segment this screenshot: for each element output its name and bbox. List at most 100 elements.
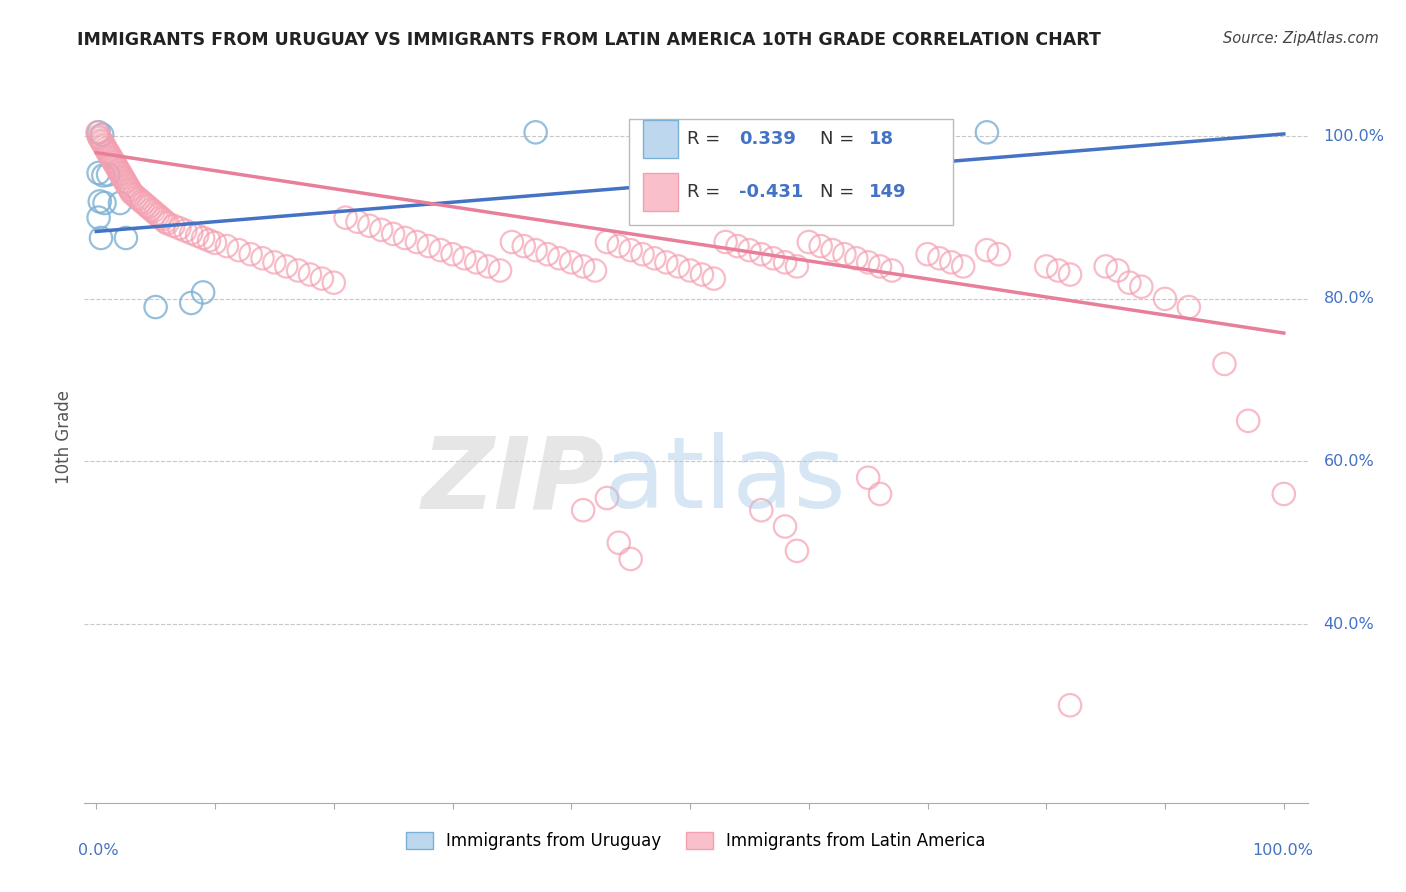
Point — [1107, 263, 1129, 277]
Point — [773, 519, 796, 533]
Point — [93, 137, 115, 152]
Point — [204, 235, 226, 250]
Point — [1154, 292, 1177, 306]
Point — [139, 202, 162, 217]
Point — [869, 260, 891, 274]
Point — [120, 184, 142, 198]
Point — [110, 168, 132, 182]
Point — [146, 208, 169, 222]
Text: -0.431: -0.431 — [738, 183, 803, 201]
Point — [138, 200, 160, 214]
Point — [115, 176, 138, 190]
Point — [583, 263, 606, 277]
Point — [607, 535, 630, 549]
Point — [359, 219, 381, 233]
Point — [856, 125, 879, 139]
Point — [322, 276, 344, 290]
Point — [125, 190, 148, 204]
Point — [115, 178, 138, 193]
Point — [107, 163, 129, 178]
Point — [122, 187, 145, 202]
Text: atlas: atlas — [605, 433, 846, 530]
Text: R =: R = — [688, 130, 727, 148]
Point — [152, 212, 174, 227]
Point — [620, 243, 643, 257]
Point — [880, 263, 903, 277]
Point — [287, 263, 309, 277]
Point — [100, 151, 122, 165]
Point — [560, 255, 582, 269]
Point — [91, 128, 114, 142]
Text: 100.0%: 100.0% — [1253, 843, 1313, 858]
Point — [87, 211, 110, 225]
Point — [489, 263, 512, 277]
Point — [263, 255, 285, 269]
Point — [97, 168, 120, 182]
Point — [191, 231, 214, 245]
Text: 100.0%: 100.0% — [1323, 128, 1385, 144]
Point — [738, 243, 761, 257]
Point — [1272, 487, 1295, 501]
Point — [97, 145, 120, 160]
Point — [153, 215, 176, 229]
Point — [976, 243, 998, 257]
Point — [572, 260, 595, 274]
Point — [786, 260, 808, 274]
Point — [91, 135, 114, 149]
Point — [108, 196, 131, 211]
Point — [115, 231, 138, 245]
Point — [149, 211, 172, 225]
Point — [679, 263, 702, 277]
Point — [87, 166, 110, 180]
Point — [513, 239, 536, 253]
Point — [114, 174, 136, 188]
Point — [548, 252, 571, 266]
Point — [703, 271, 725, 285]
Point — [298, 268, 321, 282]
Text: 0.0%: 0.0% — [79, 843, 120, 858]
Point — [228, 243, 250, 257]
Point — [1059, 268, 1081, 282]
Point — [145, 300, 167, 314]
Point — [394, 231, 416, 245]
Point — [107, 161, 129, 176]
Point — [90, 231, 112, 245]
Point — [311, 271, 333, 285]
Point — [108, 166, 131, 180]
Point — [128, 192, 150, 206]
Point — [856, 255, 879, 269]
Point — [131, 194, 153, 209]
Point — [98, 147, 121, 161]
Point — [856, 471, 879, 485]
Point — [941, 255, 963, 269]
FancyBboxPatch shape — [628, 119, 953, 225]
Point — [536, 247, 558, 261]
Point — [524, 243, 547, 257]
Y-axis label: 10th Grade: 10th Grade — [55, 390, 73, 484]
Point — [477, 260, 499, 274]
Point — [135, 198, 157, 212]
Point — [121, 186, 143, 201]
Text: 149: 149 — [869, 183, 905, 201]
FancyBboxPatch shape — [644, 120, 678, 159]
Point — [845, 252, 868, 266]
Point — [917, 247, 939, 261]
Point — [94, 142, 117, 156]
Point — [607, 239, 630, 253]
Point — [631, 247, 654, 261]
Point — [180, 296, 202, 310]
Text: IMMIGRANTS FROM URUGUAY VS IMMIGRANTS FROM LATIN AMERICA 10TH GRADE CORRELATION : IMMIGRANTS FROM URUGUAY VS IMMIGRANTS FR… — [77, 31, 1101, 49]
Point — [96, 144, 118, 158]
Text: 0.339: 0.339 — [738, 130, 796, 148]
Point — [834, 247, 856, 261]
Point — [786, 544, 808, 558]
Point — [93, 139, 115, 153]
Point — [1237, 414, 1260, 428]
Text: Source: ZipAtlas.com: Source: ZipAtlas.com — [1223, 31, 1379, 46]
Text: 80.0%: 80.0% — [1323, 292, 1374, 307]
Point — [103, 155, 125, 169]
Point — [89, 194, 111, 209]
Point — [714, 235, 737, 249]
Text: N =: N = — [820, 130, 859, 148]
Point — [655, 255, 678, 269]
